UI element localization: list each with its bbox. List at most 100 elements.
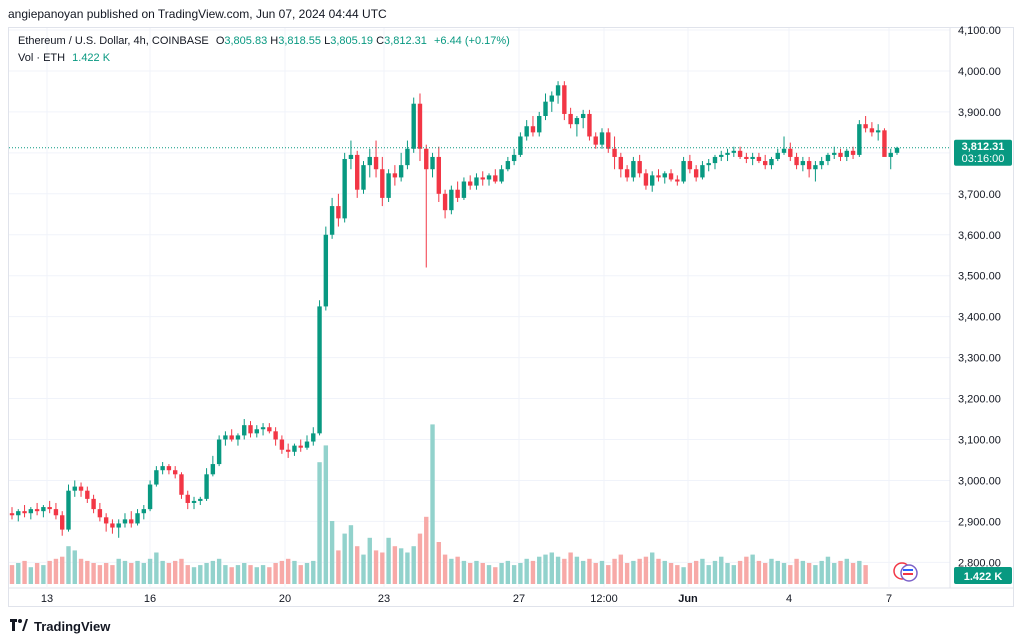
volume-bar xyxy=(311,560,316,584)
candle-body xyxy=(819,161,824,166)
last-price-label: 3,812.31 xyxy=(962,141,1005,153)
candle-body xyxy=(260,427,266,430)
volume-bar xyxy=(461,560,467,584)
candle-body xyxy=(543,101,548,116)
time-axis: 13 16 20 23 27 12:00 Jun 4 7 xyxy=(41,593,892,605)
time-tick-label: 23 xyxy=(378,593,390,605)
candle-body xyxy=(135,513,140,524)
candle-body xyxy=(562,85,567,114)
price-tick-label: 3,200.00 xyxy=(958,394,1001,406)
volume-bar xyxy=(47,560,52,584)
candle-body xyxy=(850,150,856,155)
candle-body xyxy=(650,175,655,186)
volume-bar xyxy=(637,558,642,584)
close-label: C xyxy=(376,35,385,47)
candle-body xyxy=(9,513,15,516)
volume-bar xyxy=(85,560,90,584)
candle-body xyxy=(442,193,448,211)
volume-bar xyxy=(857,560,862,584)
volume-bar xyxy=(361,554,366,584)
volume-bar xyxy=(505,560,511,584)
volume-bar xyxy=(687,563,693,584)
candle-body xyxy=(700,165,705,178)
time-tick-label: 7 xyxy=(886,593,892,605)
candle-body xyxy=(304,441,310,448)
volume-bar xyxy=(455,556,460,584)
candle-body xyxy=(838,152,843,157)
volume-bar xyxy=(185,565,190,584)
candle-body xyxy=(172,470,178,475)
candle-body xyxy=(794,156,799,166)
volume-bar xyxy=(329,521,335,584)
candle-body xyxy=(455,189,460,198)
volume-bar xyxy=(317,462,322,584)
volume-bar xyxy=(204,563,209,584)
candle-body xyxy=(342,158,347,219)
symbol-label: Ethereum / U.S. Dollar, 4h, COINBASE xyxy=(18,35,209,47)
volume-bar xyxy=(537,556,542,584)
volume-bar xyxy=(756,560,762,584)
tradingview-logo-icon xyxy=(10,618,28,634)
candle-body xyxy=(668,173,674,180)
volume-bar xyxy=(813,565,818,584)
price-tick-label: 3,700.00 xyxy=(958,189,1001,201)
candle-body xyxy=(863,124,868,129)
legend: Ethereum / U.S. Dollar, 4h, COINBASE O3,… xyxy=(18,33,510,67)
volume-bar xyxy=(681,567,686,584)
legend-row-price: Ethereum / U.S. Dollar, 4h, COINBASE O3,… xyxy=(18,33,510,50)
price-axis: 4,100.004,000.003,900.003,800.003,700.00… xyxy=(958,25,1001,569)
candle-body xyxy=(97,509,103,518)
volume-bar xyxy=(631,560,636,584)
candle-body xyxy=(474,177,479,186)
candle-body xyxy=(361,165,366,190)
volume-bar xyxy=(850,563,856,584)
volume-bar xyxy=(775,560,780,584)
candle-body xyxy=(122,519,128,524)
volume-bar xyxy=(78,558,84,584)
candle-body xyxy=(47,507,52,510)
volume-bar xyxy=(499,563,504,584)
chart-frame xyxy=(8,27,1014,607)
candle-body xyxy=(254,429,259,434)
candle-body xyxy=(762,161,768,166)
candle-body xyxy=(480,177,485,180)
volume-bar xyxy=(424,516,429,584)
candle-body xyxy=(449,189,454,211)
candle-body xyxy=(568,113,573,125)
volume-bar xyxy=(555,556,561,584)
candle-body xyxy=(612,148,617,157)
volume-bar xyxy=(467,563,473,584)
candle-body xyxy=(524,126,529,137)
volume-bar xyxy=(285,558,291,584)
volume-bar xyxy=(788,565,793,584)
volume-bar xyxy=(436,542,442,584)
volume-bar xyxy=(386,537,391,584)
candle-body xyxy=(574,118,580,125)
volume-bar xyxy=(103,563,109,584)
last-price-tag: 3,812.31 03:16:00 xyxy=(954,139,1012,166)
candle-body xyxy=(800,161,806,166)
volume-bar xyxy=(348,525,354,584)
candle-body xyxy=(311,433,316,442)
candle-body xyxy=(179,474,184,495)
volume-bar xyxy=(141,563,147,584)
price-tick-label: 2,900.00 xyxy=(958,516,1001,528)
candle-body xyxy=(336,206,341,219)
volume-bar xyxy=(242,563,247,584)
volume-bar xyxy=(135,560,140,584)
volume-bar xyxy=(430,424,435,584)
footer-brand: TradingView xyxy=(10,618,110,634)
volume-bar xyxy=(342,533,347,584)
volume-bar xyxy=(442,554,448,584)
volume-bar xyxy=(800,560,806,584)
volume-bar xyxy=(675,565,680,584)
legend-row-volume: Vol · ETH 1.422 K xyxy=(18,50,510,67)
candle-body xyxy=(329,206,335,235)
volume-bar xyxy=(518,563,523,584)
volume-bar xyxy=(166,563,172,584)
volume-bar xyxy=(731,565,737,584)
price-tick-label: 3,500.00 xyxy=(958,271,1001,283)
candle-body xyxy=(493,175,498,182)
volume-bar xyxy=(229,567,234,584)
